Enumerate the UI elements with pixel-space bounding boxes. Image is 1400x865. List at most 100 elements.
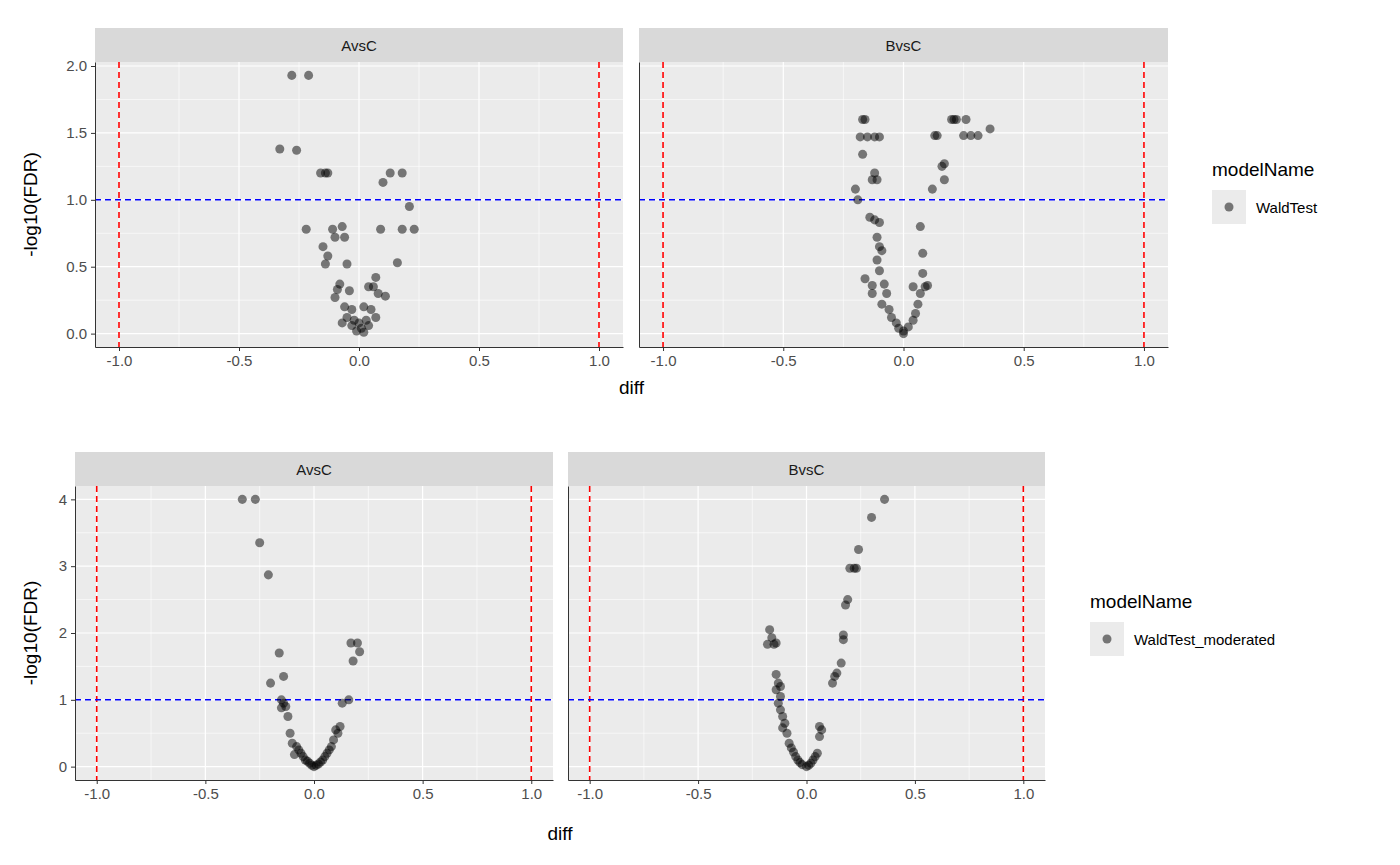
tick: 2	[59, 624, 75, 641]
tick: -0.5	[193, 780, 219, 802]
legend-label: WaldTest_moderated	[1134, 631, 1275, 648]
tick-label: -0.5	[227, 352, 253, 369]
point	[340, 233, 349, 242]
tick: 0.0	[797, 780, 818, 802]
tick-label: -1.0	[84, 785, 110, 802]
point	[928, 185, 937, 194]
grid-line	[95, 132, 623, 133]
tick-mark	[1024, 347, 1025, 351]
tick: 0.0	[894, 347, 915, 369]
tick-label: 1.0	[1013, 785, 1034, 802]
tick-mark	[1144, 347, 1145, 351]
tick: 0.0	[304, 780, 325, 802]
point	[873, 233, 882, 242]
tick-mark	[531, 780, 532, 784]
minor-grid-line	[299, 62, 300, 347]
reference-line	[662, 62, 664, 347]
point	[839, 630, 848, 639]
tick-mark	[71, 767, 75, 768]
grid-line	[75, 699, 553, 700]
tick-label: -1.0	[577, 785, 603, 802]
tick: 1.0	[589, 347, 610, 369]
point	[342, 260, 351, 269]
grid-line	[568, 699, 1045, 700]
point	[345, 286, 354, 295]
point	[875, 266, 884, 275]
grid-line	[639, 199, 1168, 200]
grid-line	[1023, 62, 1024, 347]
point	[386, 169, 395, 178]
grid-line	[75, 632, 553, 633]
point	[837, 659, 846, 668]
grid-line	[118, 62, 119, 347]
point	[916, 289, 925, 298]
grid-line	[598, 62, 599, 347]
point	[918, 249, 927, 258]
point	[782, 729, 791, 738]
tick-label: 0.5	[413, 785, 434, 802]
tick-label: 0.0	[66, 325, 87, 342]
point	[398, 169, 407, 178]
point	[877, 300, 886, 309]
tick: 0.0	[66, 325, 95, 342]
point	[323, 169, 332, 178]
grid-line	[75, 566, 553, 567]
point	[344, 695, 353, 704]
point	[292, 146, 301, 155]
axis-line	[95, 63, 96, 348]
tick-label: 2.0	[66, 57, 87, 74]
point	[283, 712, 292, 721]
point	[371, 313, 380, 322]
tick: 0.0	[349, 347, 370, 369]
point	[952, 115, 961, 124]
legend-key	[1212, 190, 1246, 224]
panel-background	[639, 62, 1168, 347]
reference-line	[95, 199, 623, 201]
y-axis	[568, 487, 569, 781]
point	[868, 289, 877, 298]
chart-row: AvsC-1.0-0.50.00.51.00.00.51.01.52.0BvsC…	[20, 28, 1318, 398]
grid	[95, 62, 623, 347]
grid-line	[639, 65, 1168, 66]
tick-label: 4	[59, 491, 67, 508]
chart-row: AvsC-1.0-0.50.00.51.001234BvsC-1.0-0.50.…	[20, 452, 1276, 844]
point	[381, 292, 390, 301]
tick: 0	[59, 758, 75, 775]
point	[940, 175, 949, 184]
point	[321, 260, 330, 269]
tick-mark	[590, 780, 591, 784]
tick-label: -0.5	[193, 785, 219, 802]
tick-label: 1.0	[1134, 352, 1155, 369]
tick: 1.0	[1013, 780, 1034, 802]
grid-line	[639, 266, 1168, 267]
point	[371, 273, 380, 282]
tick-mark	[91, 66, 95, 67]
point	[873, 256, 882, 265]
point	[304, 71, 313, 80]
tick-label: 0.5	[469, 352, 490, 369]
tick: 1.0	[1134, 347, 1155, 369]
tick: 0.5	[905, 780, 926, 802]
grid-line	[568, 632, 1045, 633]
point	[336, 722, 345, 731]
reference-line	[589, 486, 591, 780]
point	[832, 669, 841, 678]
tick-mark	[915, 780, 916, 784]
reference-line	[639, 199, 1168, 201]
grid-line	[639, 132, 1168, 133]
tick: -1.0	[577, 780, 603, 802]
point	[366, 305, 375, 314]
grid-line	[662, 62, 663, 347]
tick: 0.5	[413, 780, 434, 802]
legend-marker	[1224, 202, 1233, 211]
reference-line	[568, 699, 1045, 701]
tick-label: 1.0	[66, 191, 87, 208]
x-axis: -1.0-0.50.00.51.0	[569, 780, 1046, 802]
point	[875, 218, 884, 227]
point	[873, 175, 882, 184]
plot-marks	[95, 62, 623, 347]
tick: 1.5	[66, 124, 95, 141]
grid-line	[238, 62, 239, 347]
point	[880, 495, 889, 504]
minor-grid-line	[723, 62, 724, 347]
